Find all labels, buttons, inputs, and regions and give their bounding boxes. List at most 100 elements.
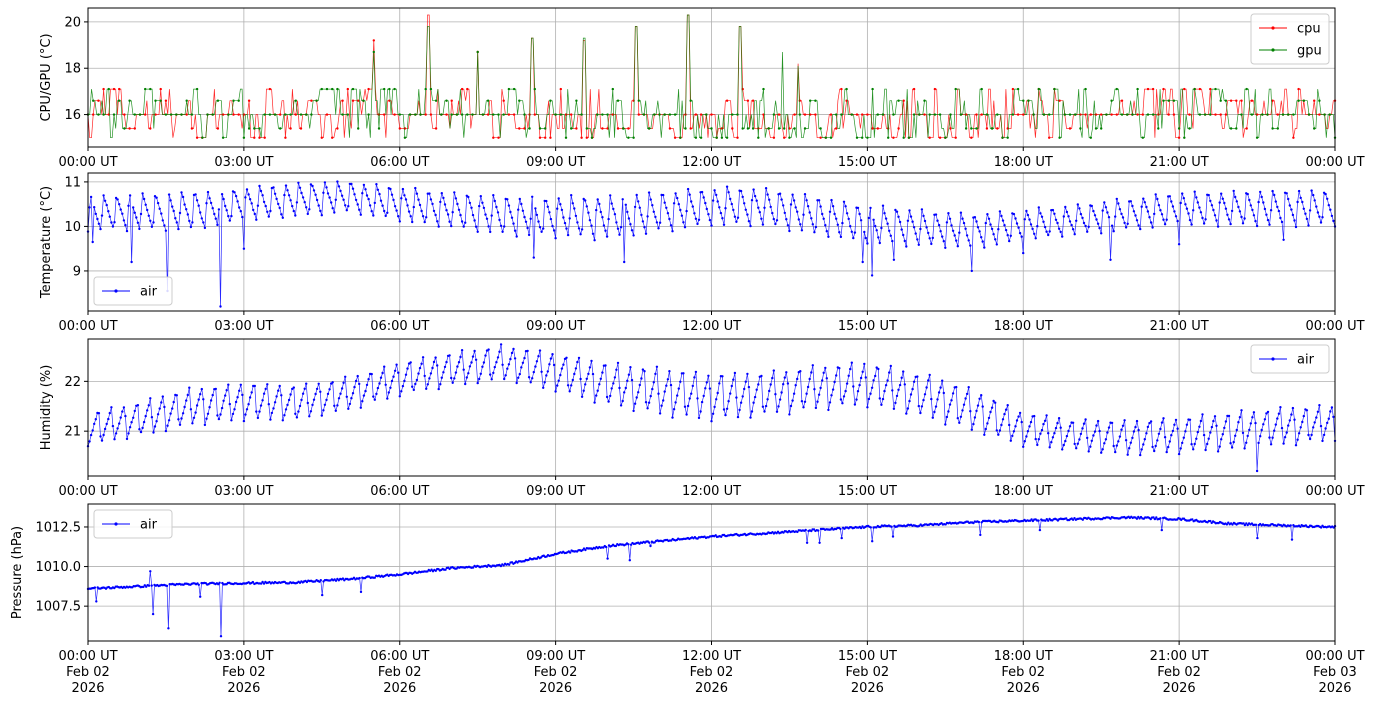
data-point — [938, 113, 942, 116]
data-point — [493, 199, 496, 203]
data-point — [919, 227, 922, 231]
data-point — [424, 113, 427, 116]
data-point — [389, 187, 392, 191]
data-point — [1053, 212, 1056, 215]
data-point — [657, 392, 660, 395]
data-point — [669, 383, 673, 387]
data-point — [423, 220, 426, 224]
data-point — [1257, 200, 1260, 204]
data-point — [398, 127, 401, 130]
data-point — [1105, 113, 1108, 116]
data-point — [1039, 212, 1042, 215]
data-point — [1076, 442, 1080, 445]
data-point — [287, 194, 291, 197]
data-point — [743, 202, 746, 205]
data-point — [797, 218, 800, 221]
data-point — [346, 87, 349, 91]
data-point — [121, 212, 124, 215]
data-point — [1057, 227, 1061, 230]
data-point — [92, 99, 95, 102]
data-point — [230, 419, 233, 422]
data-point — [970, 428, 973, 431]
data-point — [1313, 421, 1316, 424]
data-point — [1288, 204, 1292, 207]
data-point — [989, 410, 992, 414]
data-point — [738, 408, 741, 412]
data-point — [883, 212, 886, 215]
data-point — [178, 423, 182, 426]
data-point — [1082, 221, 1086, 225]
x-tick-year: 2026 — [227, 681, 260, 696]
data-point — [267, 403, 270, 406]
data-point — [574, 367, 578, 370]
data-point — [810, 529, 813, 533]
data-point — [306, 401, 309, 405]
data-point — [1098, 429, 1101, 433]
data-point — [199, 211, 202, 214]
data-point — [1096, 419, 1100, 423]
data-point — [845, 382, 849, 385]
data-point — [799, 370, 802, 373]
data-point — [501, 230, 504, 233]
data-point — [273, 192, 277, 195]
data-point — [362, 99, 365, 102]
data-point — [149, 87, 152, 91]
data-point — [685, 413, 688, 416]
data-point — [418, 203, 422, 207]
data-point — [1199, 419, 1203, 423]
x-tick-label: 18:00 UT — [994, 484, 1053, 499]
data-point — [928, 136, 931, 139]
data-point — [152, 431, 155, 434]
data-point — [803, 193, 807, 196]
data-point — [727, 400, 730, 403]
data-point — [1109, 517, 1112, 520]
data-point — [646, 407, 649, 410]
data-point — [412, 205, 415, 209]
data-point — [1329, 410, 1332, 413]
data-point — [785, 371, 788, 374]
data-point — [819, 136, 822, 139]
data-point — [1048, 446, 1051, 449]
data-point — [225, 209, 228, 212]
data-point — [492, 113, 495, 116]
data-point — [878, 241, 881, 245]
data-point — [861, 370, 864, 373]
data-point — [1126, 113, 1129, 116]
x-tick-label: 00:00 UT — [58, 319, 117, 334]
data-point — [648, 541, 651, 544]
data-point — [855, 398, 858, 401]
data-point — [1045, 414, 1048, 417]
y-tick-label: 9 — [73, 264, 81, 279]
data-point — [866, 242, 869, 245]
data-point — [1252, 214, 1256, 217]
data-point — [175, 394, 178, 397]
data-point — [972, 422, 975, 426]
data-point — [964, 397, 967, 400]
data-point — [629, 543, 633, 546]
data-point — [180, 417, 183, 420]
data-point — [181, 195, 185, 199]
data-point — [976, 404, 980, 407]
data-point — [426, 383, 429, 386]
data-point — [1190, 223, 1193, 226]
data-point — [1174, 215, 1178, 218]
data-point — [492, 371, 495, 375]
data-point — [1117, 440, 1120, 443]
data-point — [1101, 448, 1104, 451]
data-point — [1207, 437, 1210, 440]
data-point — [1036, 443, 1039, 447]
data-point — [1288, 419, 1292, 422]
data-point — [417, 372, 420, 375]
data-point — [116, 198, 119, 201]
data-point — [460, 87, 464, 91]
data-point — [220, 193, 224, 196]
data-point — [794, 384, 797, 387]
data-point — [1249, 204, 1253, 207]
data-point — [845, 87, 848, 91]
data-point — [749, 416, 752, 419]
data-point — [612, 382, 615, 385]
data-point — [202, 398, 205, 401]
data-point — [1226, 213, 1229, 216]
data-point — [280, 213, 283, 216]
data-point — [1043, 419, 1047, 422]
